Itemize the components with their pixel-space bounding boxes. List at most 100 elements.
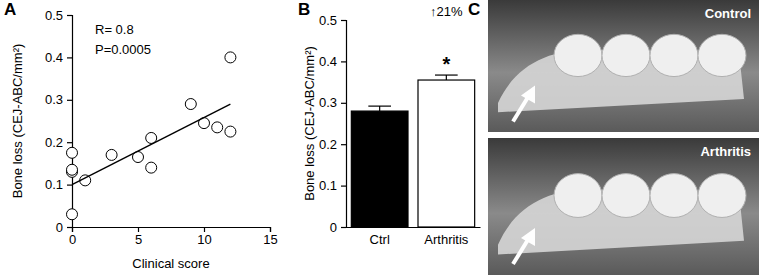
tooth <box>698 174 746 218</box>
y-axis-tick: 0.5 <box>45 8 72 23</box>
y-axis-tick-label: 0.3 <box>319 95 337 110</box>
arrow-head <box>521 85 535 103</box>
y-axis-tick: 0.2 <box>319 137 346 152</box>
y-axis-tick-label: 0.5 <box>319 13 337 28</box>
x-axis-tick: 5 <box>135 227 142 247</box>
x-axis-line <box>73 228 271 233</box>
arrow-shaft <box>513 95 529 121</box>
tooth <box>602 34 650 76</box>
bar <box>351 111 408 227</box>
y-axis-tick-mark <box>67 100 72 101</box>
x-axis-title: Clinical score <box>132 256 209 271</box>
photo: Control <box>488 0 759 132</box>
y-axis-tick-label: 0 <box>56 220 63 235</box>
y-axis-tick: 0.1 <box>319 178 346 193</box>
point <box>225 52 236 63</box>
point <box>146 162 157 173</box>
y-axis-tick: 0.2 <box>45 135 72 150</box>
panel-label: B <box>298 0 310 19</box>
error-bar-stem <box>446 75 447 80</box>
x-axis-tick-label: 5 <box>135 232 142 247</box>
y-axis-tick-mark <box>67 142 72 143</box>
error-bar <box>368 106 391 111</box>
error-bar-stem <box>379 106 380 111</box>
y-axis-tick-label: 0.2 <box>319 137 337 152</box>
tooth <box>650 174 698 218</box>
annotation: P=0.0005 <box>95 42 151 57</box>
x-axis-tick-label: 10 <box>197 232 211 247</box>
annotation: R= 0.8 <box>95 22 134 37</box>
error-bar-cap <box>368 106 391 107</box>
y-axis-tick: 0.3 <box>319 95 346 110</box>
tooth <box>554 34 602 76</box>
tooth <box>650 34 698 76</box>
x-axis-tick-label: 15 <box>263 232 277 247</box>
point <box>185 99 196 110</box>
y-axis-tick-mark <box>341 103 346 104</box>
trend-line <box>72 104 230 185</box>
x-axis-tick-label: Arthritis <box>424 232 469 247</box>
tooth <box>698 34 746 76</box>
y-axis-tick: 0 <box>330 220 346 235</box>
x-axis-tick: 15 <box>263 227 277 247</box>
tooth <box>554 174 602 218</box>
arrow-head <box>521 228 535 246</box>
y-axis-tick-mark <box>341 186 346 187</box>
error-bar <box>435 75 458 80</box>
y-axis-title: Bone loss (CEJ-ABC/mm²) <box>302 46 317 201</box>
x-axis-tick-label: Ctrl <box>370 232 390 247</box>
x-axis: Ctrl Arthritis <box>347 227 481 247</box>
panel-b: B 0 0.1 0.2 0.3 0.4 0.5 Ctrl Arthritis Bone loss … <box>298 0 481 247</box>
x-axis-tick: 10 <box>197 227 211 247</box>
point <box>225 126 236 137</box>
point <box>212 122 223 133</box>
photo-caption: Control <box>705 6 751 21</box>
y-axis-tick-label: 0.3 <box>45 92 63 107</box>
y-axis-tick-label: 0.1 <box>45 177 63 192</box>
y-axis: 0 0.1 0.2 0.3 0.4 0.5 <box>45 8 73 235</box>
y-axis-tick: 0.1 <box>45 177 72 192</box>
y-axis-tick-mark <box>67 57 72 58</box>
y-axis-tick-label: 0.5 <box>45 8 63 23</box>
x-axis-tick: Ctrl <box>370 227 390 247</box>
y-axis-tick-mark <box>67 227 72 228</box>
y-axis-tick-label: 0 <box>330 220 337 235</box>
annotation: ↑21% <box>430 4 463 19</box>
tooth <box>602 174 650 218</box>
plot-area <box>67 52 236 220</box>
y-axis-line <box>341 21 347 228</box>
arrow-shaft <box>513 238 529 264</box>
point <box>67 209 78 220</box>
y-axis-tick-label: 0.1 <box>319 178 337 193</box>
photo-background <box>488 0 759 132</box>
y-axis-line <box>67 16 73 228</box>
photo-background <box>488 138 759 275</box>
x-axis-line <box>347 227 481 228</box>
x-axis-tick: Arthritis <box>424 227 469 247</box>
y-axis-tick-mark <box>67 15 72 16</box>
point <box>67 164 78 175</box>
panel-a: A 0 0.1 0.2 0.3 0.4 0.5 0 5 10 15 Clinical score Bon… <box>4 0 278 271</box>
x-axis-tick-label: 0 <box>69 232 76 247</box>
y-axis-tick: 0.4 <box>45 50 72 65</box>
y-axis-tick-label: 0.4 <box>45 50 63 65</box>
plot-area <box>351 75 474 227</box>
y-axis-tick: 0.4 <box>319 54 346 69</box>
significance-mark: * <box>442 53 450 75</box>
y-axis-tick-mark <box>341 227 346 228</box>
bar <box>418 80 475 227</box>
x-axis: 0 5 10 15 <box>69 227 278 247</box>
panel-label: C <box>468 0 480 19</box>
y-axis: 0 0.1 0.2 0.3 0.4 0.5 <box>319 13 347 235</box>
x-axis-tick: 0 <box>69 227 76 247</box>
photo-caption: Arthritis <box>700 144 751 159</box>
y-axis-tick-mark <box>341 61 346 62</box>
y-axis-tick-label: 0.4 <box>319 54 337 69</box>
point <box>106 149 117 160</box>
y-axis-title: Bone loss (CEJ-ABC/mm²) <box>10 44 25 199</box>
y-axis-tick-mark <box>67 185 72 186</box>
panel-label: A <box>4 0 16 19</box>
y-axis-tick-mark <box>341 144 346 145</box>
y-axis-tick-label: 0.2 <box>45 135 63 150</box>
panel-c: Control Arthritis C <box>468 0 759 275</box>
